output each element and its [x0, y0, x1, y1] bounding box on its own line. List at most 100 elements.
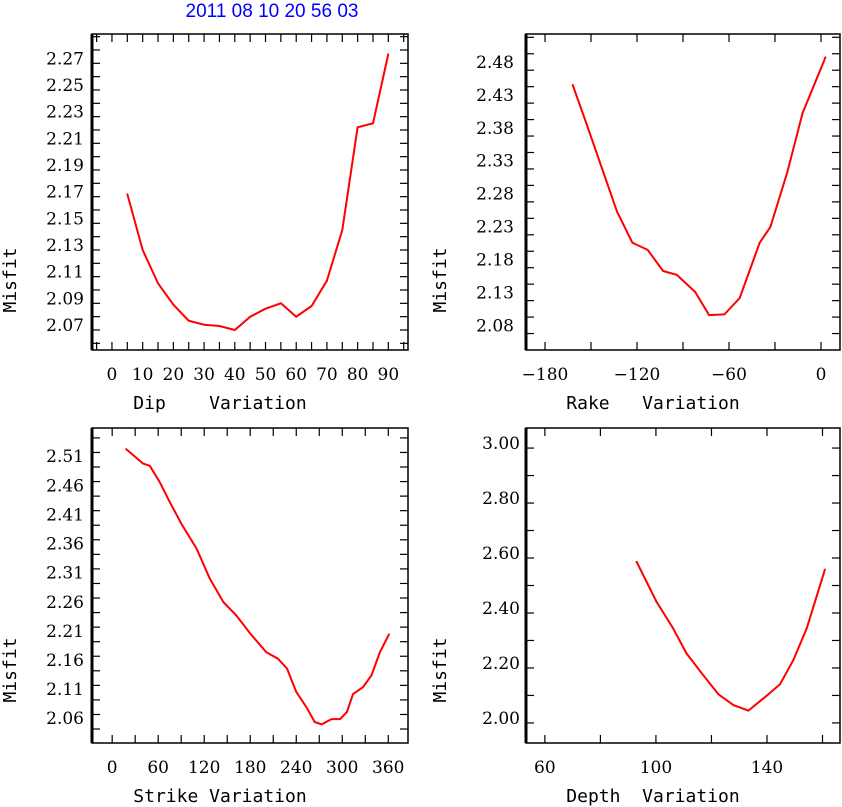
y-tick-label: 2.13 — [476, 283, 514, 303]
x-axis-title: Depth Variation — [566, 786, 739, 807]
depth-misfit-panel: 60 100 140 2.00 2.20 2.40 2.60 2.80 3.00 Depth Va… — [430, 427, 841, 807]
data-point — [249, 315, 251, 318]
data-point — [310, 305, 313, 307]
y-tick-label: 2.17 — [46, 183, 84, 203]
y-tick-label: 2.15 — [46, 209, 84, 229]
data-point — [157, 282, 159, 285]
y-tick-label: 2.23 — [46, 103, 84, 123]
data-point — [125, 448, 127, 450]
data-point — [362, 686, 364, 688]
y-tick-label: 2.40 — [482, 599, 520, 619]
data-point — [717, 693, 720, 696]
data-point — [320, 723, 323, 726]
data-point — [203, 323, 205, 326]
plot-frame — [525, 33, 841, 351]
data-point — [700, 672, 703, 674]
x-tick-label: 20 — [163, 365, 185, 385]
depth-misfit-line — [635, 561, 826, 712]
data-point — [792, 659, 795, 661]
data-point — [341, 229, 344, 231]
y-tick-label: 2.38 — [476, 119, 514, 139]
y-tick-label: 2.27 — [46, 49, 84, 69]
y-tick-label: 2.16 — [46, 651, 84, 671]
data-point — [346, 711, 348, 713]
data-point — [180, 522, 183, 525]
plot-frame — [91, 427, 409, 744]
y-axis-title: Misfit — [430, 637, 451, 702]
data-point — [295, 315, 298, 318]
x-tick-label: 0 — [816, 365, 827, 385]
y-tick-label: 2.26 — [46, 593, 84, 613]
x-tick-label: 0 — [107, 758, 118, 778]
y-tick-label: 2.60 — [482, 544, 520, 564]
data-point — [172, 303, 175, 306]
data-point — [370, 674, 373, 677]
y-axis-title: Misfit — [0, 247, 21, 312]
data-point — [330, 718, 333, 720]
x-tick-label: 80 — [347, 365, 369, 385]
y-tick-label: 2.25 — [46, 76, 84, 96]
y-tick-label: 2.18 — [476, 250, 514, 270]
x-tick-label: 100 — [640, 758, 672, 778]
data-point — [313, 721, 316, 723]
data-point — [655, 600, 658, 603]
y-tick-label: 2.28 — [476, 185, 514, 205]
y-tick-label: 2.09 — [46, 289, 84, 309]
y-tick-label: 2.11 — [46, 680, 84, 700]
data-point — [208, 577, 211, 580]
y-tick-label: 2.00 — [482, 709, 520, 729]
data-point — [158, 481, 161, 483]
data-point — [235, 614, 238, 617]
dip-misfit-line — [126, 53, 390, 332]
x-tick-label: 60 — [285, 365, 307, 385]
x-tick-label: 140 — [751, 758, 783, 778]
data-point — [387, 53, 390, 55]
data-point — [805, 627, 808, 630]
data-point — [801, 112, 804, 114]
data-point — [352, 693, 354, 695]
y-axis-title: Misfit — [0, 637, 21, 702]
x-tick-label: 240 — [280, 758, 312, 778]
data-point — [635, 560, 638, 563]
data-point — [571, 83, 574, 86]
y-tick-label: 2.13 — [46, 236, 84, 256]
data-point — [694, 291, 697, 293]
data-point — [222, 601, 225, 603]
data-point — [824, 56, 827, 58]
data-point — [631, 241, 634, 244]
x-tick-label: 50 — [255, 365, 277, 385]
data-point — [388, 633, 390, 635]
x-tick-label: 120 — [188, 758, 220, 778]
y-tick-label: 2.21 — [46, 129, 84, 149]
data-point — [379, 651, 381, 653]
y-tick-label: 2.19 — [46, 156, 84, 176]
data-point — [218, 325, 221, 327]
data-point — [187, 319, 190, 322]
y-tick-label: 2.07 — [46, 316, 84, 336]
y-tick-label: 2.11 — [46, 263, 84, 283]
y-tick-label: 2.21 — [46, 622, 84, 642]
y-tick-label: 2.31 — [46, 564, 84, 584]
data-point — [306, 707, 308, 709]
y-tick-label: 2.51 — [46, 447, 84, 467]
data-point — [732, 704, 735, 706]
data-point — [195, 547, 198, 550]
x-tick-label: 360 — [372, 758, 404, 778]
x-tick-label: 10 — [132, 365, 154, 385]
y-tick-label: 2.08 — [476, 316, 514, 336]
y-tick-label: 3.00 — [482, 434, 520, 454]
x-tick-label: 30 — [193, 365, 215, 385]
data-point — [233, 329, 236, 331]
x-tick-label: −60 — [711, 365, 747, 385]
data-point — [339, 718, 341, 720]
data-point — [676, 274, 678, 276]
data-point — [646, 249, 649, 251]
data-point — [326, 279, 328, 282]
strike-misfit-panel: 0 60 120 180 240 300 360 2.06 2.11 2.16 2.21 2.26 2.… — [0, 427, 409, 807]
data-point — [142, 462, 144, 465]
data-point — [662, 270, 664, 272]
data-point — [672, 627, 674, 630]
y-tick-label: 2.06 — [46, 709, 84, 729]
x-axis-title: Dip Variation — [133, 393, 306, 414]
